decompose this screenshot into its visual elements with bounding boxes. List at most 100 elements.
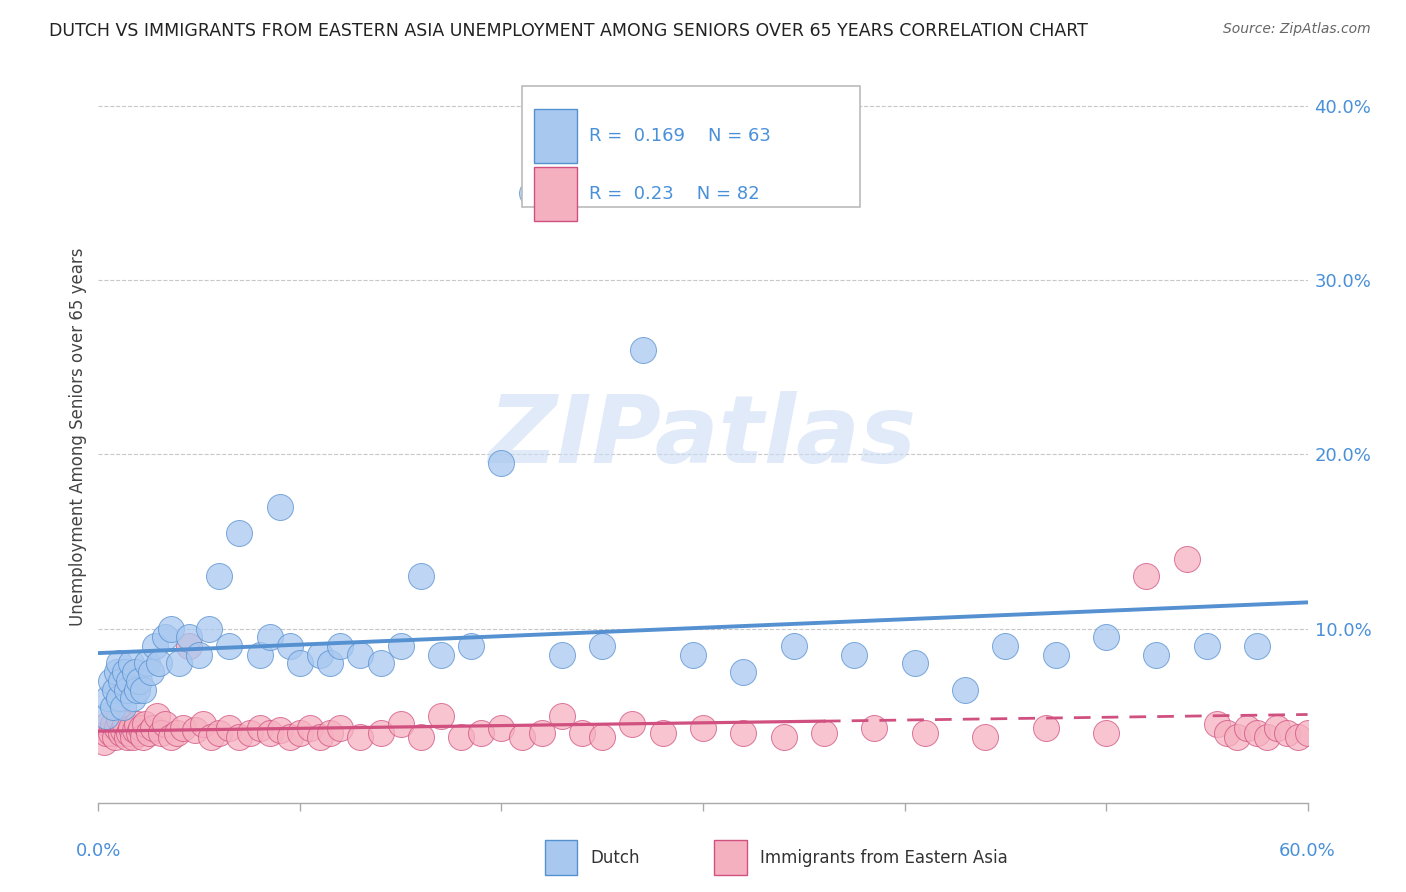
Point [510, 730, 533, 744]
Point [269, 723, 291, 737]
Point [1095, 726, 1118, 740]
Point [278, 730, 301, 744]
FancyBboxPatch shape [522, 86, 860, 207]
Point [110, 726, 132, 740]
Point [682, 648, 704, 662]
Point [1206, 717, 1229, 731]
Point [160, 622, 183, 636]
Point [128, 726, 150, 740]
Point [153, 631, 176, 645]
Point [101, 700, 124, 714]
Point [844, 648, 866, 662]
Point [621, 717, 644, 731]
Point [179, 631, 201, 645]
Point [103, 682, 125, 697]
Point [783, 639, 806, 653]
Point [470, 726, 492, 740]
Point [188, 648, 211, 662]
Point [914, 726, 936, 740]
Point [631, 343, 654, 357]
Point [329, 721, 352, 735]
Point [1246, 726, 1268, 740]
Point [1045, 648, 1067, 662]
Point [239, 726, 262, 740]
Point [813, 726, 835, 740]
Point [125, 717, 148, 731]
Point [107, 691, 129, 706]
Point [228, 525, 250, 540]
Point [863, 721, 886, 735]
Point [994, 639, 1017, 653]
FancyBboxPatch shape [534, 167, 578, 221]
Point [179, 639, 201, 653]
Point [132, 730, 155, 744]
Point [551, 648, 574, 662]
Point [110, 673, 132, 688]
Point [319, 657, 342, 671]
Point [733, 665, 755, 680]
Point [142, 721, 165, 735]
Point [309, 648, 332, 662]
Point [1035, 721, 1057, 735]
Point [118, 673, 141, 688]
Point [591, 730, 613, 744]
Point [259, 631, 281, 645]
Point [115, 682, 138, 697]
Point [118, 726, 141, 740]
Point [103, 730, 125, 744]
Point [1195, 639, 1218, 653]
Point [124, 665, 146, 680]
FancyBboxPatch shape [534, 109, 578, 163]
Point [651, 726, 673, 740]
Point [409, 730, 432, 744]
Point [1256, 730, 1278, 744]
Point [299, 721, 322, 735]
Point [389, 639, 412, 653]
Point [430, 648, 453, 662]
Point [460, 639, 482, 653]
Point [132, 682, 155, 697]
Point [148, 657, 170, 671]
Point [184, 723, 207, 737]
Y-axis label: Unemployment Among Seniors over 65 years: Unemployment Among Seniors over 65 years [69, 248, 87, 626]
Point [167, 657, 190, 671]
Point [1267, 721, 1289, 735]
Point [105, 665, 128, 680]
Point [370, 726, 392, 740]
Point [129, 721, 152, 735]
Point [349, 730, 371, 744]
Point [111, 700, 134, 714]
FancyBboxPatch shape [544, 840, 578, 875]
Point [269, 500, 291, 514]
Text: Immigrants from Eastern Asia: Immigrants from Eastern Asia [759, 848, 1008, 867]
Point [228, 730, 250, 744]
Point [138, 726, 160, 740]
Point [259, 726, 281, 740]
Point [135, 657, 157, 671]
Point [114, 717, 136, 731]
Point [208, 726, 231, 740]
Point [249, 648, 271, 662]
Point [1146, 648, 1168, 662]
FancyBboxPatch shape [714, 840, 747, 875]
Point [143, 639, 166, 653]
Point [278, 639, 301, 653]
Point [218, 721, 240, 735]
Point [571, 726, 593, 740]
Point [160, 730, 183, 744]
Point [430, 708, 453, 723]
Text: DUTCH VS IMMIGRANTS FROM EASTERN ASIA UNEMPLOYMENT AMONG SENIORS OVER 65 YEARS C: DUTCH VS IMMIGRANTS FROM EASTERN ASIA UN… [49, 22, 1088, 40]
Text: R =  0.23    N = 82: R = 0.23 N = 82 [589, 186, 761, 203]
Point [146, 708, 169, 723]
Point [96, 708, 118, 723]
Text: R =  0.169    N = 63: R = 0.169 N = 63 [589, 127, 772, 145]
Point [1246, 639, 1268, 653]
Point [97, 691, 120, 706]
Point [120, 721, 142, 735]
Point [121, 730, 143, 744]
Point [124, 723, 146, 737]
Text: ZIPatlas: ZIPatlas [489, 391, 917, 483]
Point [193, 717, 215, 731]
Point [288, 726, 311, 740]
Point [1175, 552, 1198, 566]
